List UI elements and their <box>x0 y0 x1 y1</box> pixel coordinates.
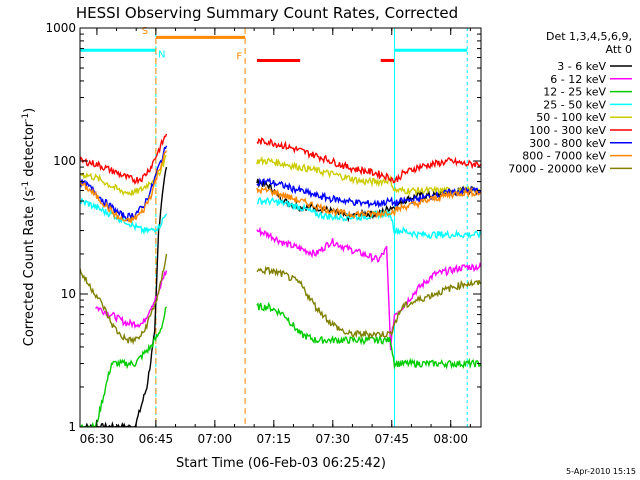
y-tick-label: 10 <box>61 287 76 301</box>
plot-frame <box>79 27 482 428</box>
y-tick-label: 1 <box>68 420 76 434</box>
y-axis-ticks: 1 10 100 1000 <box>45 21 481 434</box>
series-line <box>80 154 167 197</box>
y-axis-label: Corrected Count Rate (s-1 detector-1) <box>21 108 37 346</box>
series-line <box>256 137 481 184</box>
series-lines <box>80 133 481 427</box>
x-tick-label: 06:45 <box>139 432 174 446</box>
legend-header-line1: Det 1,3,4,5,6,9, <box>546 30 632 43</box>
event-labels: S N F <box>142 26 243 62</box>
legend-entry-label: 800 - 7000 keV <box>522 150 606 163</box>
x-tick-label: 07:45 <box>374 432 409 446</box>
legend-entry-label: 25 - 50 keV <box>543 98 606 111</box>
series-line <box>256 226 481 351</box>
y-tick-label: 1000 <box>45 21 76 35</box>
legend-entry-label: 300 - 800 keV <box>529 137 606 150</box>
chart-title: HESSI Observing Summary Count Rates, Cor… <box>76 4 458 22</box>
legend-entry-label: 50 - 100 keV <box>536 111 606 124</box>
series-line <box>80 133 168 185</box>
series-line <box>80 253 168 346</box>
x-axis-label: Start Time (06-Feb-03 06:25:42) <box>176 456 386 471</box>
x-tick-label: 06:30 <box>80 432 115 446</box>
x-axis-ticks: 06:30 06:45 07:00 07:15 07:30 07:45 08:00 <box>80 28 471 446</box>
series-line <box>80 150 168 223</box>
legend-entry-label: 100 - 300 keV <box>529 124 606 137</box>
legend-entry-label: 3 - 6 keV <box>557 60 606 73</box>
x-tick-label: 07:30 <box>315 432 350 446</box>
series-line <box>256 265 481 341</box>
event-label: N <box>158 50 165 61</box>
legend-entry-label: 6 - 12 keV <box>550 73 606 86</box>
event-label: F <box>236 51 242 62</box>
legend-entry-label: 7000 - 20000 keV <box>508 162 606 175</box>
legend-entry-label: 12 - 25 keV <box>543 86 606 99</box>
series-line <box>80 166 168 427</box>
series-line <box>80 306 168 427</box>
event-label: S <box>142 26 148 37</box>
legend-header-line2: Att 0 <box>606 43 632 56</box>
y-tick-label: 100 <box>53 154 76 168</box>
attenuator-state-bars <box>80 35 468 62</box>
footer-date: 5-Apr-2010 15:15 <box>566 467 636 476</box>
series-line <box>95 270 168 329</box>
x-tick-label: 07:15 <box>257 432 292 446</box>
series-line <box>256 185 481 220</box>
event-markers <box>155 28 468 427</box>
x-tick-label: 08:00 <box>433 432 468 446</box>
series-line <box>80 145 168 222</box>
series-line <box>256 177 481 209</box>
x-tick-label: 07:00 <box>198 432 233 446</box>
series-line <box>256 196 481 240</box>
